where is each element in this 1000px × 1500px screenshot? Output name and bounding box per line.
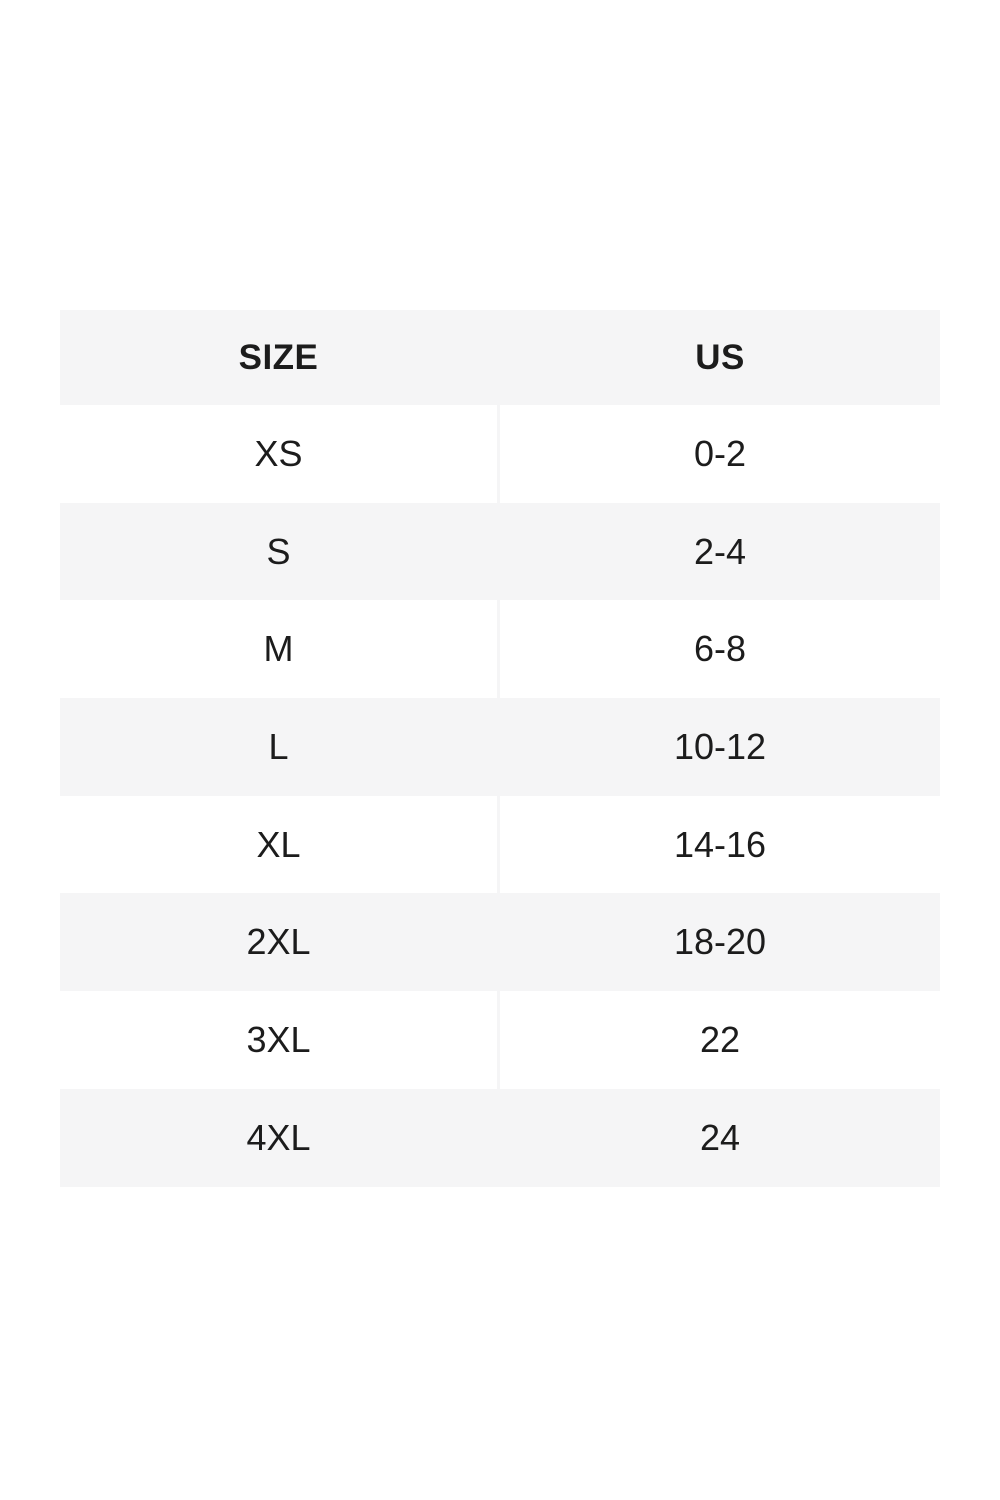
size-cell: L [268, 725, 289, 767]
size-chart-table: SIZE US XS 0-2 S 2-4 M 6-8 L 10-12 XL 14-16 2XL 18-… [60, 310, 940, 1187]
table-row: S 2-4 [60, 502, 940, 601]
us-cell: 22 [497, 991, 940, 1089]
us-cell: 0-2 [497, 405, 940, 503]
table-header-row: SIZE US [60, 310, 940, 405]
table-row: XS 0-2 [60, 405, 940, 503]
us-cell: 14-16 [497, 795, 940, 894]
us-cell: 24 [497, 1088, 940, 1187]
table-body: XS 0-2 S 2-4 M 6-8 L 10-12 XL 14-16 2XL 18-20 3XL 22 4… [60, 405, 940, 1187]
us-cell: 6-8 [497, 600, 940, 699]
column-header-us: US [497, 310, 940, 405]
table-row: XL 14-16 [60, 795, 940, 894]
size-cell: M [263, 628, 294, 670]
table-row: 3XL 22 [60, 991, 940, 1089]
size-cell: S [266, 530, 291, 572]
size-cell: 3XL [246, 1018, 311, 1060]
column-header-size: SIZE [238, 338, 319, 377]
us-cell: 18-20 [497, 893, 940, 992]
size-cell: 4XL [246, 1116, 311, 1158]
table-row: 2XL 18-20 [60, 893, 940, 992]
us-cell: 10-12 [497, 698, 940, 796]
us-cell: 2-4 [497, 502, 940, 601]
size-cell: 2XL [246, 921, 311, 963]
table-row: M 6-8 [60, 600, 940, 699]
table-row: L 10-12 [60, 698, 940, 796]
size-cell: XS [254, 432, 303, 474]
table-row: 4XL 24 [60, 1088, 940, 1187]
size-cell: XL [256, 823, 301, 865]
